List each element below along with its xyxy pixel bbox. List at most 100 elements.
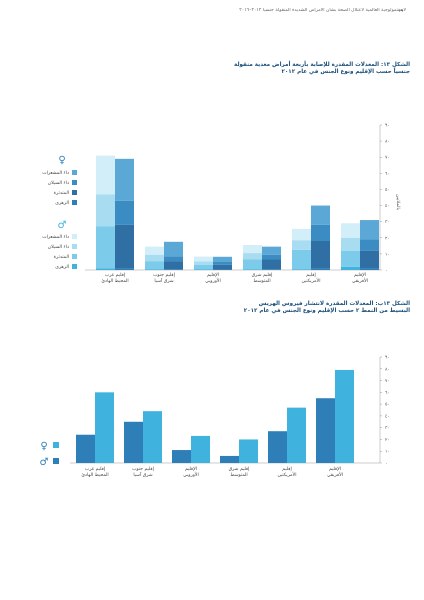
legend-label-male: داء السيلان [48, 245, 69, 250]
y-tick-label: ٣٠ [385, 219, 390, 225]
bar-segment-male [96, 226, 115, 269]
bar-male [95, 392, 114, 463]
bar-segment-male [96, 268, 115, 270]
bar-segment-male [145, 246, 164, 255]
y-tick-label: ٩٠ [385, 356, 390, 361]
bar-segment-male [96, 155, 115, 195]
bar-segment-male [194, 264, 213, 270]
x-tick-label: إقليم غرب [85, 467, 106, 472]
bar-segment-female [262, 246, 281, 255]
legend-label-female: داء المشعرات [42, 171, 69, 176]
bar-segment-male [145, 261, 164, 270]
x-tick-label: الأوروبي [183, 471, 199, 478]
male-symbol: ♂ [58, 220, 67, 231]
bar-segment-female [360, 268, 379, 270]
y-tick-label: ٨٠ [385, 367, 390, 372]
bar-segment-male [292, 240, 311, 250]
y-tick-label: ١٠ [385, 252, 390, 257]
x-tick-label: المحيط الهادئ [101, 279, 128, 284]
bar-segment-male [243, 259, 262, 270]
y-tick-label: ٦٠ [385, 172, 390, 177]
female-symbol: ♀ [40, 441, 47, 452]
x-tick-label: إقليم [282, 467, 292, 472]
figure2-title-line1: الشكل ١٣ب: المعدلات المقدرة لانتشار فيرو… [258, 301, 410, 307]
bar-segment-female [115, 158, 134, 201]
y-tick-label: ٦٠ [385, 391, 390, 396]
x-tick-label: المتوسط [230, 473, 247, 478]
y-tick-label: ٨٠ [385, 140, 390, 145]
bar-segment-male [194, 261, 213, 265]
figure2-title-line2: البسيط من النمط ٢ حسب الإقليم ونوع الجنس… [243, 308, 410, 314]
bar-segment-female [164, 241, 183, 257]
legend-swatch-male [53, 458, 59, 464]
x-tick-label: إقليم [306, 273, 316, 278]
legend-swatch-female [72, 170, 77, 175]
x-tick-label: الإقليم [354, 273, 366, 278]
x-tick-label: إقليم شرق [252, 272, 274, 278]
bar-segment-male [292, 249, 311, 270]
legend-label-female: الزهري [55, 201, 69, 206]
x-tick-label: الأفريقي [327, 471, 343, 478]
legend-label-male: المتدثرة [54, 255, 69, 260]
bar-segment-male [243, 245, 262, 254]
bar-male [287, 407, 306, 463]
bar-segment-male [145, 269, 164, 270]
y-tick-label: ٢٠ [385, 438, 390, 443]
bar-segment-female [311, 224, 330, 241]
bar-segment-female [164, 261, 183, 270]
bar-segment-female [164, 256, 183, 262]
bar-segment-female [213, 264, 232, 270]
legend-swatch-male [72, 264, 77, 269]
x-tick-label: إقليم غرب [105, 273, 126, 278]
bar-male [239, 439, 258, 463]
figure1-title-line1: الشكل ١٣: المعدلات المقدرة للإصابة بأربع… [234, 62, 410, 68]
x-tick-label: المتوسط [253, 279, 270, 284]
legend-swatch-female [72, 190, 77, 195]
figure1-title-line2: جنسياً حسب الإقليم ونوع الجنس في عام ٢٠١… [281, 69, 410, 75]
bar-segment-female [164, 269, 183, 270]
bar-segment-female [262, 269, 281, 270]
x-tick-label: الأوروبي [205, 277, 221, 284]
x-tick-label: إقليم شرق [229, 466, 251, 472]
legend-label-male: الزهري [55, 265, 69, 270]
bar-segment-male [96, 194, 115, 227]
legend-label-female: المتدثرة [54, 191, 69, 196]
running-header: لابستمولوجية العالمية لاعتلال الصحة بشأن… [239, 8, 406, 13]
bar-female [172, 450, 191, 463]
bar-segment-female [311, 268, 330, 270]
y-tick-label: ٠ [385, 269, 387, 274]
x-tick-label: إقليم جنوب [153, 273, 176, 278]
figure1-title: الشكل ١٣: المعدلات المقدرة للإصابة بأربع… [210, 62, 410, 76]
bar-female [220, 455, 239, 463]
legend-swatch-male [72, 234, 77, 239]
bar-segment-male [292, 228, 311, 241]
bar-segment-female [360, 239, 379, 251]
legend-swatch-male [72, 254, 77, 259]
bar-segment-female [213, 261, 232, 265]
y-tick-label: ٧٠ [385, 379, 390, 384]
x-tick-label: الأفريقي [352, 277, 368, 284]
bar-segment-male [292, 269, 311, 270]
legend-swatch-female [72, 200, 77, 205]
x-tick-label: إقليم جنوب [132, 467, 155, 472]
y-tick-label: ٧٠ [385, 156, 390, 161]
bar-segment-male [243, 253, 262, 260]
y-tick-label: ٢٠ [385, 236, 390, 241]
bar-segment-male [341, 237, 360, 251]
bar-segment-female [360, 220, 379, 240]
x-tick-label: الإقليم [329, 467, 341, 472]
bar-segment-male [341, 223, 360, 238]
bar-female [316, 398, 335, 463]
legend-label-female: داء السيلان [48, 181, 69, 186]
bar-female [76, 434, 95, 463]
x-tick-label: الإقليم [185, 467, 197, 472]
y-tick-label: ٤٠ [385, 204, 390, 209]
x-tick-label: الأمريكتين [302, 277, 321, 284]
bar-segment-female [311, 205, 330, 225]
bar-female [268, 431, 287, 463]
legend-swatch-female [72, 180, 77, 185]
page-number: ١٩ [398, 8, 404, 14]
y-tick-label: ٣٠ [385, 425, 390, 431]
y-tick-label: ٤٠ [385, 414, 390, 419]
